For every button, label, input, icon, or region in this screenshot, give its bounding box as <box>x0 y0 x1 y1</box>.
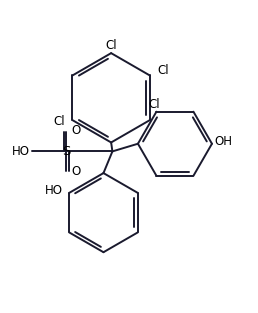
Text: Cl: Cl <box>53 115 65 128</box>
Text: OH: OH <box>214 135 232 148</box>
Text: O: O <box>71 165 80 178</box>
Text: Cl: Cl <box>148 98 160 111</box>
Text: S: S <box>62 145 71 158</box>
Text: Cl: Cl <box>157 64 169 77</box>
Text: Cl: Cl <box>105 39 117 52</box>
Text: O: O <box>71 125 80 137</box>
Text: HO: HO <box>45 184 63 197</box>
Text: HO: HO <box>11 145 29 158</box>
